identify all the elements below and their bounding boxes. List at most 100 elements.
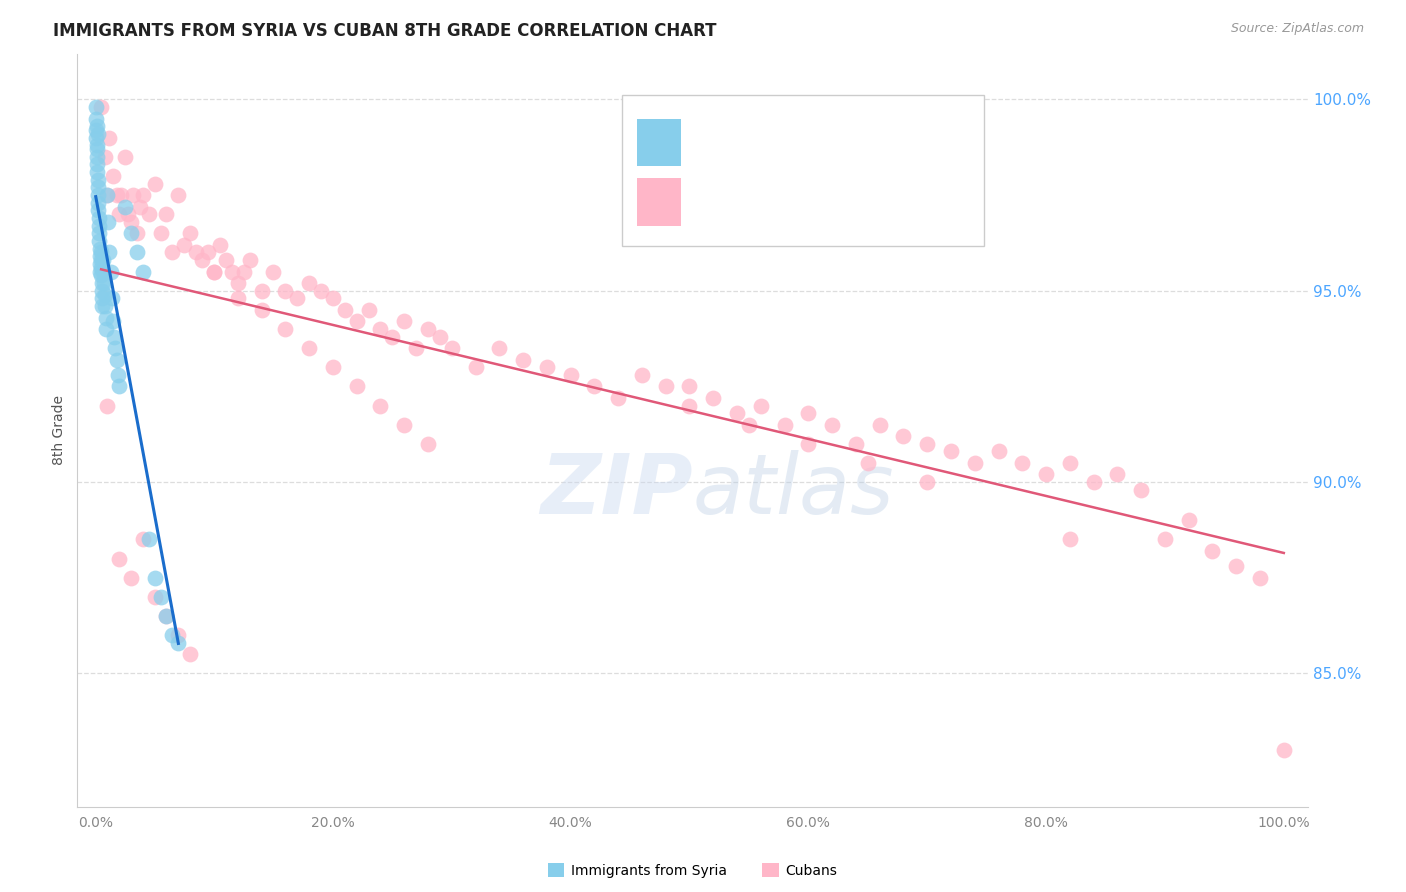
Point xyxy=(149,590,172,604)
Point xyxy=(560,368,582,382)
Point xyxy=(125,245,148,260)
Point xyxy=(89,242,111,256)
Point xyxy=(162,628,184,642)
Point xyxy=(100,264,122,278)
Point xyxy=(93,150,115,164)
Point xyxy=(1107,467,1129,482)
Point xyxy=(91,299,114,313)
Point xyxy=(138,533,160,547)
Point xyxy=(298,276,321,290)
Point xyxy=(98,245,121,260)
Point xyxy=(108,207,131,221)
Point xyxy=(90,245,112,260)
Point xyxy=(1177,513,1199,527)
Point xyxy=(155,207,177,221)
Point xyxy=(114,150,136,164)
Point xyxy=(105,188,128,202)
Point xyxy=(232,264,254,278)
Point xyxy=(122,188,145,202)
Point xyxy=(120,571,142,585)
Point xyxy=(138,207,160,221)
Point xyxy=(797,437,820,451)
Point xyxy=(86,157,108,171)
Point xyxy=(107,368,129,382)
Point xyxy=(93,276,115,290)
Text: ZIP: ZIP xyxy=(540,450,693,532)
Point xyxy=(143,571,166,585)
Point xyxy=(607,391,630,405)
Point xyxy=(114,200,136,214)
Text: Source: ZipAtlas.com: Source: ZipAtlas.com xyxy=(1230,22,1364,36)
Point xyxy=(96,188,118,202)
Point xyxy=(226,276,249,290)
Point xyxy=(89,227,111,241)
Point xyxy=(143,590,166,604)
Point xyxy=(1059,456,1081,470)
Point xyxy=(845,437,868,451)
Point xyxy=(101,314,124,328)
Point xyxy=(346,314,368,328)
Point xyxy=(93,287,115,301)
Point xyxy=(239,253,262,268)
Point xyxy=(90,268,112,283)
Point xyxy=(89,234,111,248)
Point xyxy=(91,253,114,268)
Point xyxy=(274,322,297,336)
Point xyxy=(94,299,117,313)
Point xyxy=(1130,483,1153,497)
Point xyxy=(167,628,190,642)
Point xyxy=(103,329,125,343)
Point xyxy=(392,417,415,432)
Point xyxy=(285,292,308,306)
Point xyxy=(125,227,148,241)
Point xyxy=(87,180,110,194)
Point xyxy=(797,406,820,420)
Point xyxy=(274,284,297,298)
Point xyxy=(512,352,534,367)
Point xyxy=(167,636,190,650)
Point xyxy=(86,138,108,153)
Point xyxy=(86,142,108,156)
Point xyxy=(678,379,700,393)
Point xyxy=(101,292,124,306)
Point xyxy=(654,379,676,393)
Point xyxy=(129,200,152,214)
Point xyxy=(87,219,110,233)
Point xyxy=(162,245,184,260)
Point xyxy=(416,437,439,451)
Point xyxy=(197,245,219,260)
Point xyxy=(179,227,201,241)
Point xyxy=(173,237,195,252)
Point xyxy=(90,284,112,298)
Point xyxy=(440,341,463,355)
Point xyxy=(1154,533,1177,547)
Point xyxy=(84,123,107,137)
Point xyxy=(90,100,112,114)
Point xyxy=(869,417,891,432)
Point xyxy=(131,188,153,202)
Text: IMMIGRANTS FROM SYRIA VS CUBAN 8TH GRADE CORRELATION CHART: IMMIGRANTS FROM SYRIA VS CUBAN 8TH GRADE… xyxy=(53,22,717,40)
Point xyxy=(1083,475,1105,489)
Point xyxy=(856,456,879,470)
Point xyxy=(96,322,118,336)
Point xyxy=(167,188,190,202)
Point xyxy=(94,310,117,325)
Point xyxy=(322,292,344,306)
Point xyxy=(191,253,214,268)
Point xyxy=(89,257,111,271)
Point xyxy=(333,302,356,317)
Point xyxy=(186,245,208,260)
Point xyxy=(1035,467,1057,482)
Point xyxy=(104,341,127,355)
Point xyxy=(1201,544,1223,558)
Point xyxy=(893,429,915,443)
Point xyxy=(429,329,451,343)
Point xyxy=(939,444,962,458)
Point xyxy=(117,207,139,221)
Point xyxy=(202,264,225,278)
Point xyxy=(96,399,118,413)
Point xyxy=(84,100,107,114)
Point xyxy=(464,360,486,375)
Point xyxy=(536,360,558,375)
Point xyxy=(202,264,225,278)
